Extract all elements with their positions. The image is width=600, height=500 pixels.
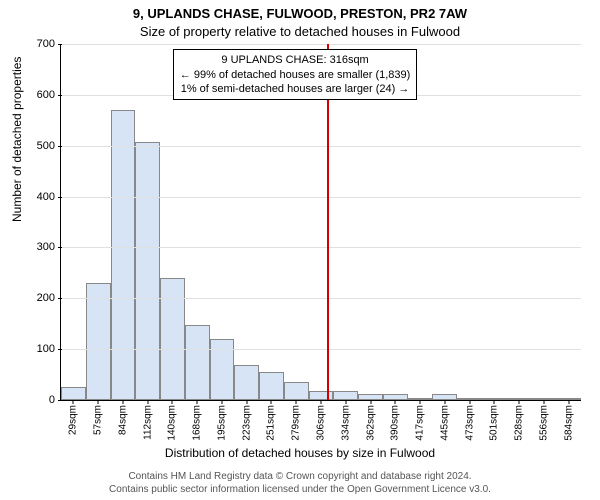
gridline [61, 247, 581, 248]
x-tick-label: 84sqm [117, 400, 128, 435]
y-tick-label: 100 [37, 343, 61, 355]
y-tick-label: 700 [37, 38, 61, 50]
x-tick-label: 334sqm [340, 400, 351, 441]
footer-line1: Contains HM Land Registry data © Crown c… [0, 471, 600, 484]
gridline [61, 349, 581, 350]
y-tick-label: 500 [37, 140, 61, 152]
x-tick-label: 362sqm [365, 400, 376, 441]
x-tick-label: 306sqm [316, 400, 327, 441]
gridline [61, 298, 581, 299]
histogram-bar [185, 325, 210, 400]
y-tick-label: 300 [37, 241, 61, 253]
chart-title-main: 9, UPLANDS CHASE, FULWOOD, PRESTON, PR2 … [0, 6, 600, 21]
histogram-bar [111, 110, 136, 400]
histogram-bar [86, 283, 111, 400]
x-tick-label: 528sqm [514, 400, 525, 441]
x-tick-label: 390sqm [390, 400, 401, 441]
x-tick-label: 195sqm [216, 400, 227, 441]
x-tick-label: 417sqm [415, 400, 426, 441]
y-tick-label: 600 [37, 89, 61, 101]
x-tick-label: 473sqm [464, 400, 475, 441]
chart-container: 9, UPLANDS CHASE, FULWOOD, PRESTON, PR2 … [0, 0, 600, 500]
gridline [61, 197, 581, 198]
x-tick-label: 57sqm [93, 400, 104, 435]
chart-title-sub: Size of property relative to detached ho… [0, 24, 600, 39]
annotation-line1: 9 UPLANDS CHASE: 316sqm [180, 53, 411, 67]
histogram-bar [160, 278, 185, 400]
x-tick-label: 251sqm [266, 400, 277, 441]
x-tick-label: 223sqm [241, 400, 252, 441]
histogram-bar [259, 372, 284, 400]
gridline [61, 146, 581, 147]
x-tick-label: 584sqm [563, 400, 574, 441]
y-axis-label: Number of detached properties [10, 57, 24, 222]
x-tick-label: 279sqm [291, 400, 302, 441]
x-tick-label: 501sqm [489, 400, 500, 441]
x-tick-label: 168sqm [192, 400, 203, 441]
x-tick-label: 556sqm [538, 400, 549, 441]
footer-text: Contains HM Land Registry data © Crown c… [0, 471, 600, 496]
histogram-bar [210, 339, 235, 400]
histogram-bar [333, 391, 358, 400]
y-tick-label: 200 [37, 292, 61, 304]
annotation-line2: ← 99% of detached houses are smaller (1,… [180, 68, 411, 82]
histogram-bar [61, 387, 86, 400]
footer-line2: Contains public sector information licen… [0, 484, 600, 497]
annotation-line3: 1% of semi-detached houses are larger (2… [180, 82, 411, 96]
x-axis-label: Distribution of detached houses by size … [0, 446, 600, 460]
y-tick-label: 0 [49, 394, 61, 406]
histogram-bar [309, 391, 334, 400]
histogram-bar [234, 365, 259, 400]
x-tick-label: 445sqm [439, 400, 450, 441]
gridline [61, 44, 581, 45]
y-tick-label: 400 [37, 191, 61, 203]
annotation-box: 9 UPLANDS CHASE: 316sqm ← 99% of detache… [173, 49, 418, 100]
x-tick-label: 29sqm [68, 400, 79, 435]
histogram-bar [135, 142, 160, 400]
histogram-bar [284, 382, 309, 400]
plot-area: 9 UPLANDS CHASE: 316sqm ← 99% of detache… [60, 44, 581, 401]
x-tick-label: 112sqm [142, 400, 153, 440]
x-tick-label: 140sqm [167, 400, 178, 441]
